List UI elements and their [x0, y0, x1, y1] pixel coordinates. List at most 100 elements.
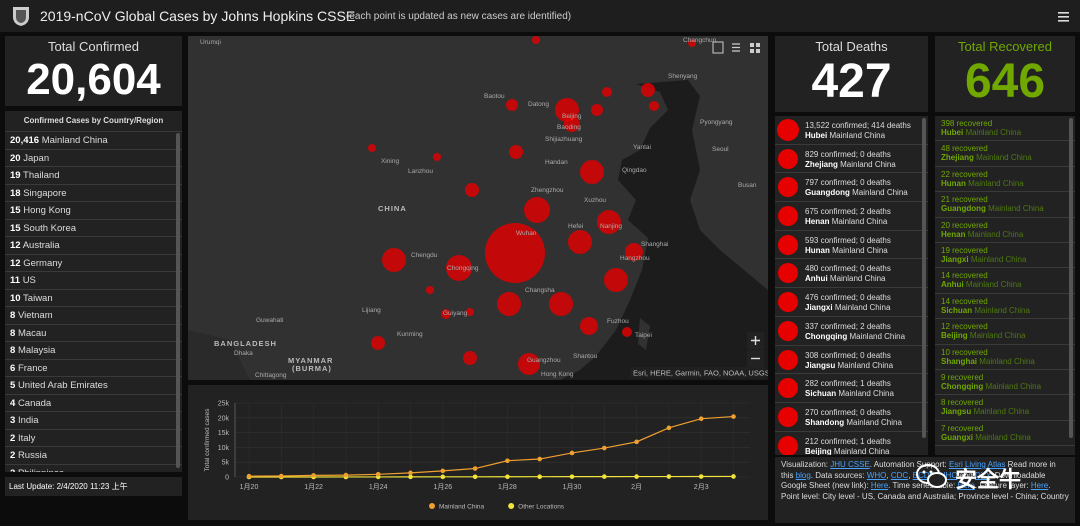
data-point[interactable] [408, 470, 413, 476]
case-marker[interactable] [622, 327, 632, 337]
country-row[interactable]: 12 Australia [5, 237, 182, 255]
country-row[interactable]: 15 Hong Kong [5, 202, 182, 220]
case-marker[interactable] [564, 116, 580, 132]
case-marker[interactable] [641, 83, 655, 97]
info-link[interactable]: ECDC [912, 470, 936, 480]
death-entry[interactable]: 13,522 confirmed; 414 deaths Hubei Mainla… [775, 116, 928, 145]
case-marker[interactable] [463, 351, 477, 365]
country-row[interactable]: 8 Malaysia [5, 342, 182, 360]
death-entry[interactable]: 337 confirmed; 2 deaths Chongqing Mainlan… [775, 317, 928, 346]
data-point[interactable] [472, 474, 478, 480]
data-point[interactable] [602, 474, 607, 479]
case-marker[interactable] [368, 144, 376, 152]
country-row[interactable]: 2 Russia [5, 447, 182, 465]
legend-label[interactable]: Mainland China [439, 504, 485, 511]
recovered-entry[interactable]: 12 recovered Beijing Mainland China [935, 319, 1075, 345]
country-row[interactable]: 20,416 Mainland China [5, 132, 182, 150]
data-point[interactable] [375, 471, 381, 477]
info-link[interactable]: Esri Living Atlas [948, 460, 1006, 469]
death-entry[interactable]: 797 confirmed; 0 deaths Guangdong Mainlan… [775, 173, 928, 203]
case-marker[interactable] [555, 98, 579, 122]
data-point[interactable] [440, 474, 446, 480]
data-point[interactable] [537, 456, 542, 462]
country-row[interactable]: 8 Macau [5, 325, 182, 342]
case-marker[interactable] [688, 39, 696, 47]
case-marker[interactable] [485, 223, 545, 283]
death-entry[interactable]: 270 confirmed; 0 deaths Shandong Mainland… [775, 403, 928, 432]
case-marker[interactable] [382, 248, 406, 272]
death-entry[interactable]: 593 confirmed; 0 deaths Hunan Mainland Ch… [775, 231, 928, 260]
data-point[interactable] [408, 474, 413, 480]
recovered-entry[interactable]: 14 recovered Anhui Mainland China [935, 268, 1075, 294]
death-entry[interactable]: 829 confirmed; 0 deaths Zhejiang Mainland… [775, 145, 928, 174]
recovered-entry[interactable]: 8 recovered Jiangsu Mainland China [935, 395, 1075, 421]
case-marker[interactable] [649, 101, 659, 111]
data-point[interactable] [505, 458, 510, 464]
data-point[interactable] [634, 474, 639, 479]
case-marker[interactable] [509, 145, 523, 159]
info-link[interactable]: WHO [866, 470, 887, 480]
data-point[interactable] [731, 474, 736, 479]
case-marker[interactable] [371, 336, 385, 350]
legend-button[interactable] [732, 43, 740, 52]
basemap-button[interactable] [750, 43, 760, 53]
data-point[interactable] [698, 474, 704, 479]
data-point[interactable] [634, 439, 639, 445]
case-marker[interactable] [602, 87, 612, 97]
info-link[interactable]: Here [870, 481, 889, 490]
data-point[interactable] [666, 425, 672, 431]
scrollbar[interactable] [176, 133, 180, 468]
data-point[interactable] [731, 414, 736, 419]
case-marker[interactable] [580, 160, 604, 184]
recovered-entry[interactable]: 21 recovered Guangdong Mainland China [935, 192, 1075, 218]
data-point[interactable] [602, 445, 607, 451]
info-link[interactable]: Here [957, 481, 975, 490]
case-marker[interactable] [532, 36, 540, 44]
data-point[interactable] [698, 416, 704, 422]
legend-label[interactable]: Other Locations [518, 504, 565, 511]
recovered-entry[interactable]: 10 recovered Shanghai Mainland China [935, 345, 1075, 370]
country-row[interactable]: 11 US [5, 272, 182, 290]
case-marker[interactable] [625, 243, 643, 261]
data-point[interactable] [440, 468, 446, 474]
case-marker[interactable] [497, 292, 521, 316]
scrollbar[interactable] [1069, 118, 1073, 438]
data-point[interactable] [343, 472, 349, 478]
death-entry[interactable]: 282 confirmed; 1 deaths Sichuan Mainland … [775, 374, 928, 403]
country-row[interactable]: 5 United Arab Emirates [5, 377, 182, 395]
death-entry[interactable]: 476 confirmed; 0 deaths Jiangxi Mainland … [775, 288, 928, 317]
info-link[interactable]: JHU CSSE [830, 460, 870, 469]
data-point[interactable] [666, 474, 672, 479]
case-marker[interactable] [433, 153, 441, 161]
case-marker[interactable] [426, 286, 434, 294]
info-link[interactable]: blog [795, 470, 811, 480]
case-marker[interactable] [591, 104, 603, 116]
case-marker[interactable] [524, 197, 550, 223]
death-entry[interactable]: 675 confirmed; 2 deaths Henan Mainland Ch… [775, 202, 928, 231]
info-link[interactable]: NHC [939, 470, 958, 480]
case-marker[interactable] [465, 183, 479, 197]
death-entry[interactable]: 480 confirmed; 0 deaths Anhui Mainland Ch… [775, 259, 928, 289]
menu-button[interactable] [1058, 11, 1070, 23]
recovered-entry[interactable]: 7 recovered Guangxi Mainland China [935, 421, 1075, 447]
country-row[interactable]: 6 France [5, 360, 182, 377]
case-marker[interactable] [506, 99, 518, 111]
case-marker[interactable] [466, 308, 474, 316]
country-row[interactable]: 2 Italy [5, 430, 182, 447]
data-point[interactable] [505, 474, 510, 480]
recovered-entry[interactable]: 48 recovered Zhejiang Mainland China [935, 141, 1075, 167]
country-row[interactable]: 12 Germany [5, 255, 182, 272]
info-link[interactable]: Here [1030, 481, 1049, 490]
death-entry[interactable]: 308 confirmed; 0 deaths Jiangsu Mainland … [775, 346, 928, 375]
case-marker[interactable] [518, 353, 540, 375]
country-row[interactable]: 2 Philippines [5, 465, 182, 473]
data-point[interactable] [311, 473, 316, 478]
data-point[interactable] [246, 473, 252, 479]
recovered-entry[interactable]: 9 recovered Chongqing Mainland China [935, 370, 1075, 396]
country-row[interactable]: 20 Japan [5, 150, 182, 167]
recovered-entry[interactable]: 19 recovered Jiangxi Mainland China [935, 243, 1075, 269]
data-point[interactable] [472, 466, 478, 471]
country-row[interactable]: 4 Canada [5, 395, 182, 412]
case-marker[interactable] [597, 210, 621, 234]
case-marker[interactable] [549, 292, 573, 316]
